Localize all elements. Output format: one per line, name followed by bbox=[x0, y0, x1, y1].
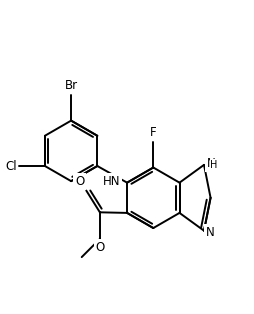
Text: N: N bbox=[207, 157, 215, 170]
Text: HN: HN bbox=[103, 175, 121, 188]
Text: Cl: Cl bbox=[5, 160, 17, 172]
Text: N: N bbox=[206, 225, 215, 239]
Text: O: O bbox=[95, 241, 104, 253]
Text: H: H bbox=[210, 160, 218, 170]
Text: Br: Br bbox=[65, 79, 78, 92]
Text: O: O bbox=[75, 175, 84, 188]
Text: F: F bbox=[150, 126, 157, 139]
